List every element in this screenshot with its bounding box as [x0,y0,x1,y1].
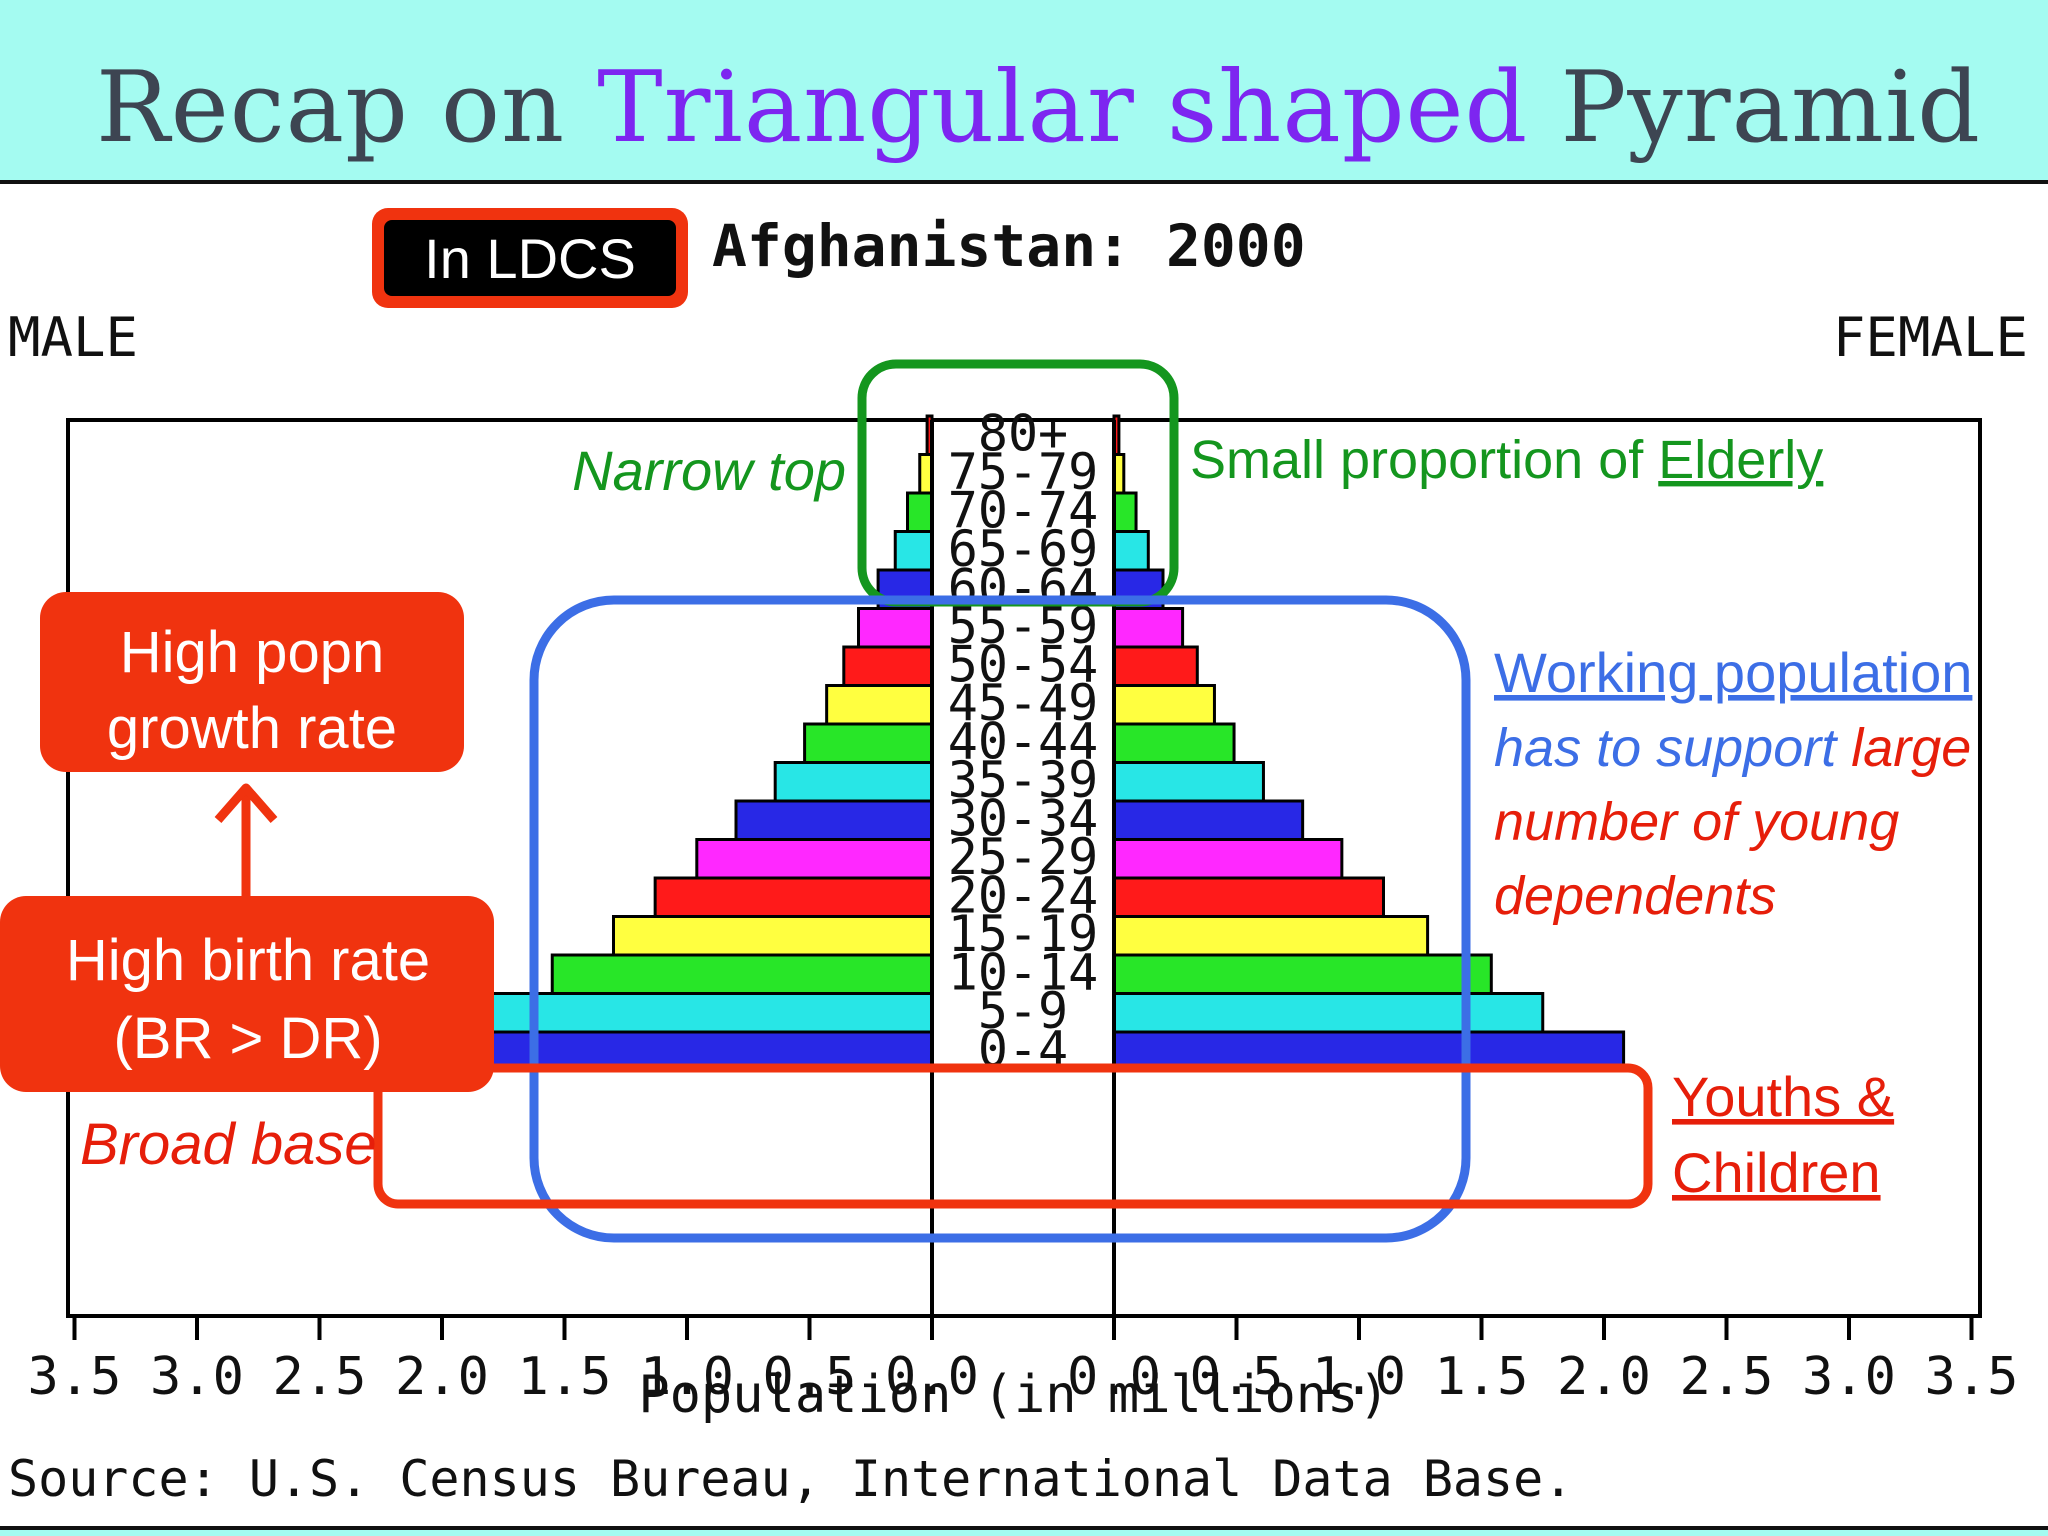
source-note: Source: U.S. Census Bureau, Internationa… [8,1450,1573,1508]
male-bar-70-74 [906,491,934,533]
ldcs-badge-text: In LDCS [424,227,636,290]
elderly-label: Small proportion of Elderly [1190,430,1823,490]
title-accent: Triangular shaped [597,51,1529,165]
age-label: 65-69 [948,520,1099,578]
female-tick-label: 3.0 [1802,1347,1896,1407]
female-bar-30-34 [1112,799,1305,841]
female-bar-70-74 [1112,491,1138,533]
age-label: 5-9 [978,982,1068,1040]
female-bar-5-9 [1112,992,1545,1034]
age-label: 55-59 [948,597,1099,655]
chart-title: Afghanistan: 2000 [712,212,1306,280]
slide-title: Recap on Triangular shaped Pyramid [96,48,1981,168]
age-label: 10-14 [948,944,1099,1002]
female-bar-50-54 [1112,645,1199,687]
age-label: 35-39 [948,751,1099,809]
working-line-2-blue: has to support [1494,718,1838,778]
female-bar-25-29 [1112,838,1344,880]
birth-line-1: High birth rate [66,928,430,993]
working-line-3: number of young [1494,792,1899,852]
narrow-top-label: Narrow top [572,439,846,502]
female-bar-15-19 [1112,915,1430,957]
male-tick-label: 1.5 [518,1347,612,1407]
male-bar-15-19 [612,915,934,957]
narrow-top-annotation: Narrow top Small proportion of Elderly [572,359,1823,607]
male-tick-label: 2.0 [395,1347,489,1407]
age-label: 20-24 [948,867,1099,925]
age-label: 40-44 [948,713,1099,771]
female-bar-40-44 [1112,722,1236,764]
x-axis: 3.5 3.5 3.0 3.0 2.5 2.5 2.0 2.0 1.5 1.5 1.0 1.0 0.5 0… [28,420,2019,1407]
male-bar-55-59 [857,607,934,649]
male-bar-50-54 [842,645,934,687]
male-bar-65-69 [893,530,934,572]
birth-rate-callout: High birth rate (BR > DR) [0,896,494,1092]
female-bar-55-59 [1112,607,1185,649]
male-tick-label: 0.5 [763,1347,857,1407]
broad-base-label: Broad base [80,1112,377,1177]
title-suffix: Pyramid [1560,51,1982,165]
male-bar-30-34 [734,799,934,841]
age-label: 60-64 [948,559,1099,617]
female-tick-label: 0.0 [1067,1347,1161,1407]
plot-frame [66,418,1982,1318]
female-bar-45-49 [1112,684,1216,726]
male-tick-label: 3.5 [28,1347,122,1407]
growth-line-2: growth rate [107,696,397,761]
population-pyramid-chart: 80+75-7970-7465-6960-6455-5950-5445-4940… [0,208,2028,1508]
age-label: 45-49 [948,674,1099,732]
age-label: 25-29 [948,828,1099,886]
male-tick-label: 1.0 [640,1347,734,1407]
birth-line-2: (BR > DR) [113,1006,382,1071]
up-arrow [214,783,278,896]
male-bar-5-9 [472,992,934,1034]
female-tick-label: 2.5 [1680,1347,1774,1407]
female-bar-10-14 [1112,953,1493,995]
female-bar-65-69 [1112,530,1150,572]
male-bar-40-44 [803,722,934,764]
female-tick-label: 3.5 [1925,1347,2019,1407]
children-link: Children [1672,1141,1881,1204]
female-bar-20-24 [1112,876,1385,918]
age-labels-layer: 80+75-7970-7465-6960-6455-5950-5445-4940… [948,405,1099,1079]
working-population-annotation: Working population has to support large … [529,595,1972,1243]
male-tick-label: 3.0 [150,1347,244,1407]
chart-panel: 80+ 75-79 70-74 65-69 60-64 55-59 50-54 45-49 40… [0,180,2048,1530]
female-tick-label: 0.5 [1190,1347,1284,1407]
working-population-link: Working population [1494,641,1972,704]
working-line-4: dependents [1494,866,1776,926]
female-tick-label: 2.0 [1557,1347,1651,1407]
male-tick-label: 2.5 [273,1347,367,1407]
male-bar-25-29 [695,838,934,880]
female-tick-label: 1.5 [1435,1347,1529,1407]
male-bar-35-39 [773,761,934,803]
title-prefix: Recap on [96,51,566,165]
female-bar-35-39 [1112,761,1265,803]
ldcs-badge: In LDCS [372,208,688,308]
youths-link: Youths & [1672,1065,1894,1128]
growth-rate-callout: High popn growth rate [40,592,464,772]
male-bar-10-14 [550,953,934,995]
working-line-2: has to support large [1494,718,1971,778]
male-tick-label: 0.0 [885,1347,979,1407]
age-label: 75-79 [948,443,1099,501]
working-line-2-red: large [1851,718,1971,778]
male-label: MALE [8,306,138,369]
age-label: 70-74 [948,482,1099,540]
age-label: 30-34 [948,790,1099,848]
elderly-link: Elderly [1658,430,1823,490]
female-label: FEMALE [1833,306,2028,369]
x-axis-label: Population (in millions) [638,1365,1389,1425]
age-label: 80+ [978,405,1068,463]
male-bar-45-49 [825,684,934,726]
male-bar-20-24 [653,876,934,918]
elderly-prefix: Small proportion of [1190,430,1644,490]
age-label: 50-54 [948,636,1099,694]
growth-line-1: High popn [120,620,384,685]
female-tick-label: 1.0 [1312,1347,1406,1407]
broad-base-annotation: Broad base Youths & Children [80,1063,1894,1209]
age-label: 15-19 [948,905,1099,963]
